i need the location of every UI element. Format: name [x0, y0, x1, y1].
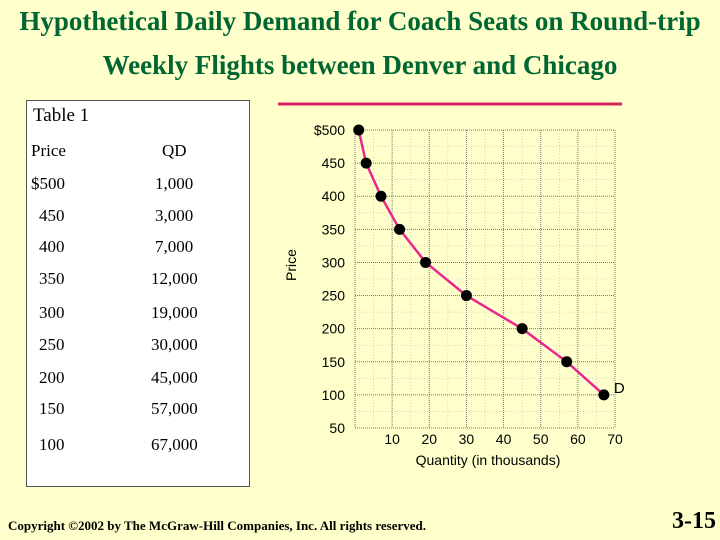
data-point: [394, 223, 406, 235]
series-label-d: D: [614, 380, 625, 397]
y-tick-label: 50: [329, 420, 345, 436]
x-tick-label: 10: [384, 431, 400, 447]
x-tick-label: 60: [570, 431, 586, 447]
x-tick-label: 40: [496, 431, 512, 447]
data-point: [360, 157, 372, 169]
table-header-price: Price: [31, 141, 66, 160]
page-number: 3-15: [672, 508, 716, 534]
y-tick-label: 450: [322, 155, 346, 171]
table-cell-qd: 57,000: [151, 399, 198, 418]
slide-title-line-1: Hypothetical Daily Demand for Coach Seat…: [19, 6, 701, 36]
data-point: [460, 290, 472, 302]
y-tick-label: 200: [322, 321, 346, 337]
table-cell-qd: 19,000: [151, 303, 198, 322]
chart-ticks: $500 450 400 350 300 250 200 150 100 50 10 20 30 40 50…: [314, 122, 623, 447]
table-cell-qd: 7,000: [155, 237, 194, 256]
y-tick-label: 400: [322, 188, 346, 204]
data-point: [516, 323, 528, 335]
table-cell-qd: 3,000: [155, 206, 194, 225]
table-cell-price: 200: [39, 368, 65, 387]
data-point: [375, 190, 387, 202]
data-point: [561, 356, 573, 368]
table-cell-qd: 45,000: [151, 368, 198, 387]
table-cell-price: 150: [39, 399, 65, 418]
table-cell-price: $500: [31, 174, 65, 193]
y-tick-label: 350: [322, 221, 346, 237]
table-cell-price: 350: [39, 269, 65, 288]
table-cell-qd: 30,000: [151, 335, 198, 354]
y-tick-label: 250: [322, 288, 346, 304]
chart-grid: [354, 129, 616, 429]
slide-title-line-2: Weekly Flights between Denver and Chicag…: [102, 50, 618, 80]
demand-schedule-table: Table 1 Price QD $500 1,000 450 3,000 40…: [26, 100, 250, 487]
y-tick-label: 150: [322, 354, 346, 370]
table-cell-price: 300: [39, 303, 65, 322]
table-cell-qd: 1,000: [155, 174, 194, 193]
copyright-notice: Copyright ©2002 by The McGraw-Hill Compa…: [8, 518, 426, 533]
table-cell-price: 450: [39, 206, 65, 225]
x-tick-label: 50: [533, 431, 549, 447]
table-cell-qd: 12,000: [151, 269, 198, 288]
table-caption: Table 1: [33, 105, 90, 126]
table-cell-price: 250: [39, 335, 65, 354]
table-cell-qd: 67,000: [151, 435, 198, 454]
y-tick-label: 100: [322, 387, 346, 403]
data-point: [598, 389, 610, 401]
y-tick-label: 300: [322, 254, 346, 270]
y-tick-label: $500: [314, 122, 345, 138]
x-axis-label: Quantity (in thousands): [416, 452, 561, 468]
data-point: [420, 256, 432, 268]
table-header-qd: QD: [162, 141, 187, 160]
chart-points: [353, 124, 610, 401]
x-tick-label: 20: [421, 431, 437, 447]
table-cell-price: 400: [39, 237, 65, 256]
y-axis-label: Price: [283, 249, 299, 281]
data-point: [353, 124, 365, 136]
x-tick-label: 30: [459, 431, 475, 447]
table-cell-price: 100: [39, 435, 65, 454]
x-tick-label: 70: [607, 431, 623, 447]
